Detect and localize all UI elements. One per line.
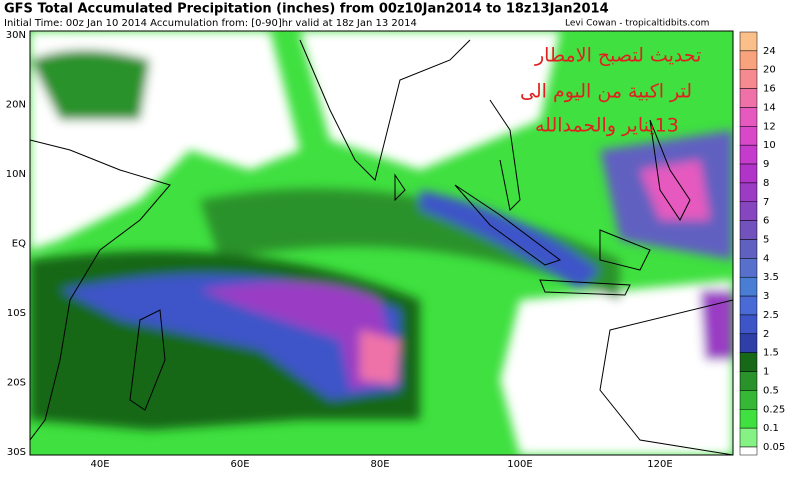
title: GFS Total Accumulated Precipitation (inc… — [4, 2, 609, 17]
colorbar-swatch — [739, 371, 758, 391]
colorbar-label: 0.05 — [763, 442, 785, 453]
colorbar: 24 20 16 14 12 10 9 8 7 6 5 4 3.5 3 2.5 2 1.5 1 0.5 0.25 0.1… — [739, 31, 785, 456]
colorbar-label: 6 — [763, 216, 769, 227]
lon-label: 60E — [230, 459, 249, 470]
colorbar-label: 3 — [763, 291, 769, 302]
colorbar-swatch — [739, 182, 758, 203]
colorbar-swatch — [739, 69, 758, 89]
colorbar-label: 1 — [763, 367, 769, 378]
colorbar-swatch — [739, 276, 758, 297]
lon-label: 40E — [90, 459, 109, 470]
colorbar-swatch — [739, 107, 758, 127]
colorbar-label: 7 — [763, 197, 769, 208]
subtitle: Initial Time: 00z Jan 10 2014 Accumulati… — [4, 18, 417, 29]
lat-label: EQ — [12, 239, 26, 250]
colorbar-tail — [739, 446, 758, 456]
colorbar-swatch — [739, 295, 758, 316]
axes: 30N 20N 10N EQ 10S 20S 30S 40E 60E 80E 100E 120E — [6, 30, 673, 470]
colorbar-swatch — [739, 126, 758, 146]
colorbar-label: 5 — [763, 235, 769, 246]
annotation-line: تحديث لتصبح الامطار — [534, 45, 701, 67]
lon-label: 80E — [370, 459, 389, 470]
colorbar-swatch — [739, 352, 758, 372]
colorbar-label: 12 — [763, 121, 776, 132]
colorbar-swatch — [739, 427, 758, 448]
colorbar-swatch — [739, 409, 758, 429]
lon-label: 100E — [507, 459, 532, 470]
colorbar-swatch — [739, 163, 758, 184]
lat-label: 20N — [6, 100, 26, 111]
colorbar-label: 1.5 — [763, 348, 779, 359]
annotation-line: لتر اكبية من اليوم الى — [520, 81, 692, 103]
lat-label: 30S — [7, 447, 26, 458]
map-frame — [29, 30, 734, 456]
colorbar-label: 8 — [763, 178, 769, 189]
colorbar-swatch — [739, 333, 758, 353]
colorbar-swatch — [739, 31, 758, 52]
precip-field — [30, 31, 733, 455]
colorbar-label: 10 — [763, 140, 776, 151]
colorbar-swatch — [739, 390, 758, 410]
annotation: تحديث لتصبح الامطار لتر اكبية من اليوم ا… — [520, 45, 701, 137]
colorbar-label: 2.5 — [763, 310, 779, 321]
colorbar-swatch — [739, 220, 758, 240]
lat-label: 10S — [7, 308, 26, 319]
colorbar-label: 3.5 — [763, 272, 779, 283]
colorbar-label: 20 — [763, 65, 776, 76]
colorbar-swatch — [739, 144, 758, 165]
colorbar-label: 0.5 — [763, 385, 779, 396]
colorbar-swatch — [739, 50, 758, 70]
lat-label: 10N — [6, 169, 26, 180]
colorbar-swatch — [739, 239, 758, 259]
lon-label: 120E — [647, 459, 672, 470]
colorbar-label: 14 — [763, 102, 776, 113]
colorbar-label: 9 — [763, 159, 769, 170]
colorbar-label: 0.1 — [763, 423, 779, 434]
colorbar-label: 2 — [763, 329, 769, 340]
colorbar-label: 0.25 — [763, 404, 785, 415]
colorbar-label: 24 — [763, 46, 776, 57]
annotation-line: 13يناير والحمدالله — [535, 115, 679, 137]
colorbar-swatch — [739, 201, 758, 221]
lat-label: 20S — [7, 378, 26, 389]
credit: Levi Cowan - tropicaltidbits.com — [565, 19, 709, 29]
colorbar-label: 16 — [763, 84, 776, 95]
colorbar-label: 4 — [763, 253, 769, 264]
colorbar-swatch — [739, 88, 758, 108]
colorbar-swatch — [739, 258, 758, 278]
lat-label: 30N — [6, 30, 26, 41]
colorbar-swatch — [739, 314, 758, 335]
